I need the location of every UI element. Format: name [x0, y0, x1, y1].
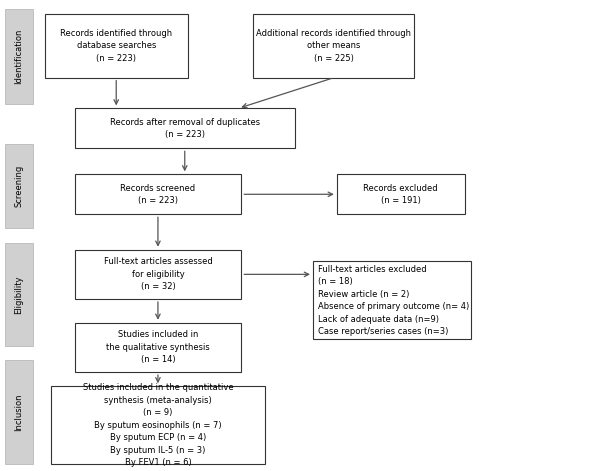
Text: Studies included in the quantitative
synthesis (meta-analysis)
(n = 9)
By sputum: Studies included in the quantitative syn… [83, 383, 233, 467]
FancyBboxPatch shape [74, 323, 241, 372]
FancyBboxPatch shape [74, 174, 241, 214]
Text: Additional records identified through
other means
(n = 225): Additional records identified through ot… [256, 29, 411, 63]
FancyBboxPatch shape [74, 250, 241, 299]
Text: Eligibility: Eligibility [14, 275, 24, 314]
FancyBboxPatch shape [5, 144, 33, 228]
Text: Records identified through
database searches
(n = 223): Records identified through database sear… [60, 29, 172, 63]
FancyBboxPatch shape [253, 14, 414, 78]
Text: Full-text articles assessed
for eligibility
(n = 32): Full-text articles assessed for eligibil… [104, 257, 212, 292]
Text: Inclusion: Inclusion [14, 393, 24, 431]
Text: Records excluded
(n = 191): Records excluded (n = 191) [364, 184, 438, 205]
FancyBboxPatch shape [337, 174, 465, 214]
FancyBboxPatch shape [51, 386, 265, 464]
FancyBboxPatch shape [5, 243, 33, 346]
FancyBboxPatch shape [313, 261, 471, 339]
Text: Records after removal of duplicates
(n = 223): Records after removal of duplicates (n =… [110, 118, 260, 139]
Text: Records screened
(n = 223): Records screened (n = 223) [120, 184, 195, 205]
Text: Full-text articles excluded
(n = 18)
Review article (n = 2)
Absence of primary o: Full-text articles excluded (n = 18) Rev… [318, 265, 469, 336]
FancyBboxPatch shape [45, 14, 188, 78]
FancyBboxPatch shape [74, 108, 295, 148]
FancyBboxPatch shape [5, 360, 33, 464]
FancyBboxPatch shape [5, 9, 33, 104]
Text: Screening: Screening [14, 165, 24, 207]
Text: Identification: Identification [14, 29, 24, 84]
Text: Studies included in
the qualitative synthesis
(n = 14): Studies included in the qualitative synt… [106, 330, 210, 365]
